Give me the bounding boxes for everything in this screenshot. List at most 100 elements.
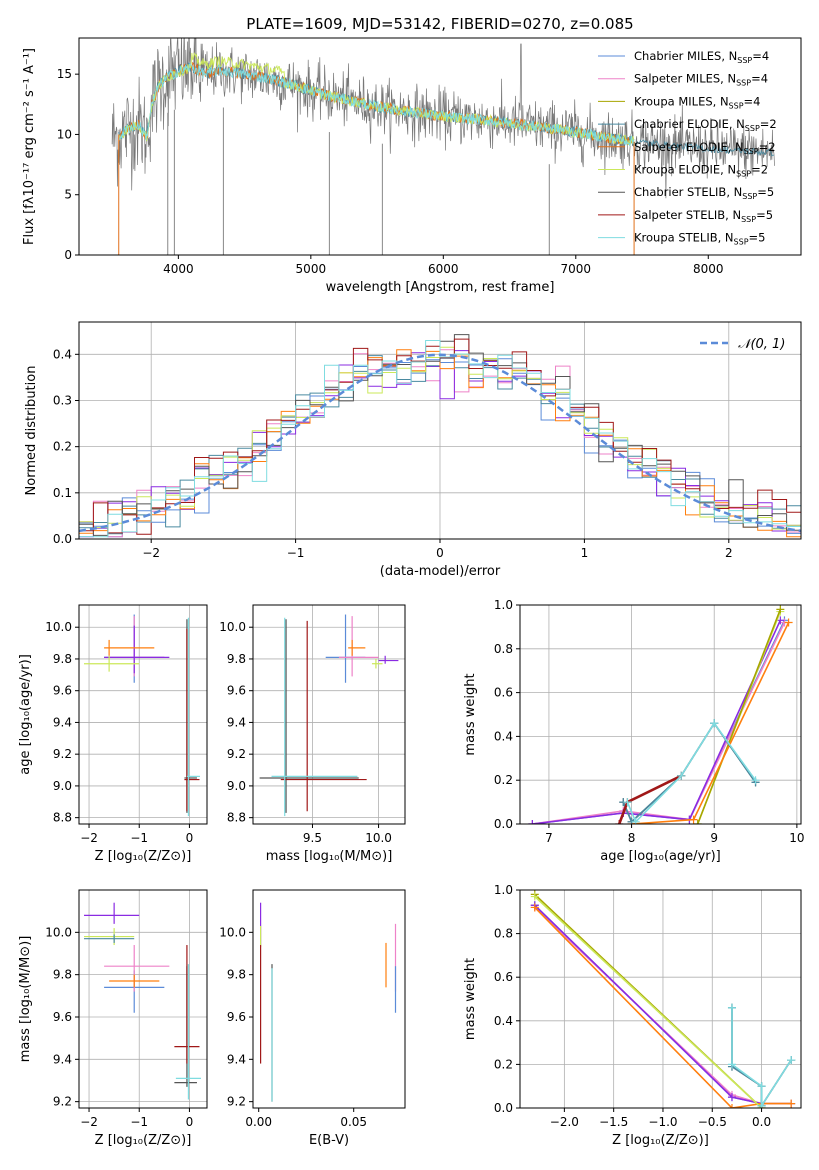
y-tick-label: 9.8 bbox=[227, 968, 246, 982]
y-tick-label: 10.0 bbox=[219, 620, 246, 634]
weight-line-purple bbox=[534, 904, 762, 1105]
x-tick-label: 10.0 bbox=[365, 831, 392, 845]
legend-entry-label: Kroupa STELIB, NSSP=5 bbox=[634, 231, 765, 247]
x-axis-label: E(B-V) bbox=[309, 1133, 349, 1148]
mass_age-plot-area bbox=[259, 614, 399, 817]
z_weight-panel: −2.0 −1.5 −1.0 −0.5 0.0 0.0 0.2 0.4 0.6 0.8 1.0 Z [… bbox=[463, 883, 802, 1148]
y-tick-label: 8.8 bbox=[53, 811, 72, 825]
weight-marker bbox=[727, 1093, 736, 1102]
y-tick-label: 15 bbox=[57, 67, 72, 81]
gaussian-curve bbox=[79, 353, 801, 533]
weight-line-chabrier_stelib bbox=[622, 721, 757, 824]
y-tick-label: 1.0 bbox=[494, 598, 513, 612]
age_weight-plot-area bbox=[528, 605, 793, 824]
weight-line-chabrier_miles bbox=[532, 619, 786, 824]
y-tick-label: 0.0 bbox=[494, 1101, 513, 1115]
axes-frame bbox=[78, 604, 208, 825]
y-tick-label: 0.0 bbox=[494, 817, 513, 831]
y-tick-label: 9.2 bbox=[53, 1095, 72, 1109]
x-axis-label: Z [log₁₀(Z/Z⊙)] bbox=[95, 1133, 192, 1148]
y-tick-label: 10 bbox=[57, 127, 72, 141]
x-tick-label: −2 bbox=[80, 831, 98, 845]
x-tick-label: 5000 bbox=[296, 262, 327, 276]
y-tick-label: 9.6 bbox=[53, 1010, 72, 1024]
x-tick-label: 1 bbox=[581, 546, 589, 560]
x-tick-label: −2 bbox=[80, 1115, 98, 1129]
x-axis-label: age [log₁₀(age/yr)] bbox=[600, 849, 721, 864]
y-tick-label: 9.2 bbox=[53, 747, 72, 761]
weight-line-salpeter_miles bbox=[532, 622, 786, 824]
legend-entry-label: Chabrier STELIB, NSSP=5 bbox=[634, 185, 774, 201]
legend-entry-label: Salpeter MILES, NSSP=4 bbox=[634, 72, 768, 88]
x-axis-label: Z [log₁₀(Z/Z⊙)] bbox=[612, 1133, 709, 1148]
y-tick-label: 0.3 bbox=[53, 393, 72, 407]
x-axis-label: (data-model)/error bbox=[380, 564, 501, 579]
y-tick-label: 0.8 bbox=[494, 642, 513, 656]
y-tick-label: 0.1 bbox=[53, 486, 72, 500]
weight-line-kroupa_elodie bbox=[534, 895, 763, 1108]
weight-marker bbox=[677, 771, 686, 780]
z_age-plot-area bbox=[84, 614, 200, 817]
legend-entry-label: Kroupa ELODIE, NSSP=2 bbox=[634, 163, 768, 179]
y-tick-label: 0.6 bbox=[494, 970, 513, 984]
x-tick-label: 0.05 bbox=[340, 1115, 367, 1129]
y-tick-label: 9.4 bbox=[227, 1052, 246, 1066]
y-tick-label: 0.0 bbox=[53, 532, 72, 546]
plots-layer: Chabrier MILES, NSSP=4 Salpeter MILES, NS… bbox=[18, 37, 805, 1148]
x-axis-label: mass [log₁₀(M/M⊙)] bbox=[266, 849, 393, 864]
age_weight-panel: 7 8 9 10 0.0 0.2 0.4 0.6 0.8 1.0 age [log₁₀(age/yr… bbox=[463, 598, 805, 864]
y-tick-label: 9.4 bbox=[227, 715, 246, 729]
y-tick-label: 9.4 bbox=[53, 715, 72, 729]
y-tick-label: 10.0 bbox=[45, 620, 72, 634]
residual-legend: 𝒩(0, 1) bbox=[700, 337, 785, 352]
x-tick-label: 4000 bbox=[163, 262, 194, 276]
x-tick-label: 0 bbox=[186, 831, 194, 845]
spectrum-plot-area bbox=[111, 38, 775, 255]
y-tick-label: 9.8 bbox=[227, 652, 246, 666]
y-tick-label: 0.4 bbox=[494, 1014, 513, 1028]
weight-marker bbox=[727, 1104, 736, 1108]
y-tick-label: 10.0 bbox=[45, 925, 72, 939]
x-tick-label: 7 bbox=[545, 831, 553, 845]
y-tick-label: 9.8 bbox=[53, 652, 72, 666]
weight-marker bbox=[776, 605, 785, 614]
x-tick-label: 2 bbox=[725, 546, 733, 560]
weight-marker bbox=[757, 1101, 766, 1108]
residuals-panel: 𝒩(0, 1) −2 −1 0 1 2 0.0 0.1 0.2 0.3 0.4 (data-model… bbox=[24, 321, 802, 579]
z_mass-panel: −2 −1 0 9.2 9.4 9.6 9.8 10.0 Z [log₁₀(Z/Z⊙)] mass… bbox=[18, 889, 208, 1148]
weight-marker bbox=[631, 817, 640, 824]
y-tick-label: 9.4 bbox=[53, 1052, 72, 1066]
x-tick-label: −2 bbox=[142, 546, 160, 560]
x-tick-label: −2.0 bbox=[550, 1115, 579, 1129]
weight-marker bbox=[710, 719, 719, 728]
axes-frame bbox=[252, 604, 406, 825]
weight-marker bbox=[727, 1003, 736, 1012]
y-tick-label: 9.2 bbox=[227, 1095, 246, 1109]
model-spectrum-kroupa_stelib bbox=[118, 63, 635, 146]
ebv_mass-plot-area bbox=[260, 902, 397, 1102]
x-tick-label: 8 bbox=[628, 831, 636, 845]
y-tick-label: 0.2 bbox=[494, 1057, 513, 1071]
axes-frame bbox=[519, 604, 802, 825]
legend-entry-label: Chabrier MILES, NSSP=4 bbox=[634, 49, 769, 65]
x-axis-label: wavelength [Angstrom, rest frame] bbox=[326, 280, 555, 295]
y-axis-label: Normed distribution bbox=[24, 366, 39, 496]
z_mass-plot-area bbox=[84, 902, 201, 1100]
y-tick-label: 0.2 bbox=[53, 440, 72, 454]
y-tick-label: 9.6 bbox=[53, 684, 72, 698]
weight-marker bbox=[530, 903, 539, 912]
y-tick-label: 8.8 bbox=[227, 811, 246, 825]
x-tick-label: 0.00 bbox=[245, 1115, 272, 1129]
y-tick-label: 0.8 bbox=[494, 927, 513, 941]
x-tick-label: 6000 bbox=[428, 262, 459, 276]
y-tick-label: 9.6 bbox=[227, 684, 246, 698]
x-tick-label: −1.0 bbox=[648, 1115, 677, 1129]
axes-frame bbox=[252, 889, 406, 1109]
spectrum-title: PLATE=1609, MJD=53142, FIBERID=0270, z=0… bbox=[246, 15, 633, 33]
legend-entry-label: 𝒩(0, 1) bbox=[738, 337, 785, 352]
y-axis-label: mass [log₁₀(M/M⊙)] bbox=[18, 936, 33, 1063]
weight-marker bbox=[528, 820, 537, 824]
x-tick-label: −0.5 bbox=[698, 1115, 727, 1129]
x-axis-label: Z [log₁₀(Z/Z⊙)] bbox=[95, 849, 192, 864]
